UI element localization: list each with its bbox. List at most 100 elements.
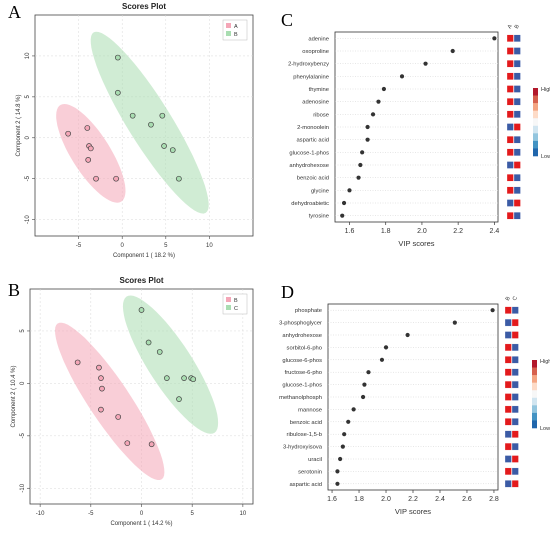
metabolite-label: aspartic acid (289, 482, 322, 488)
heatmap-cell (504, 405, 512, 414)
colorbar-segment (532, 382, 537, 391)
x-tick-label: 10 (240, 511, 247, 517)
colorbar-high-label: High (541, 87, 550, 93)
x-tick-label: -5 (88, 511, 94, 517)
colorbar-segment (532, 390, 537, 399)
data-point-b (99, 385, 105, 392)
heatmap-cell (513, 60, 521, 68)
panel-letter-a: A (8, 2, 21, 22)
heatmap-cell (506, 212, 514, 220)
panel-letter-c: C (281, 10, 294, 30)
heatmap-cell (511, 368, 519, 376)
data-point-c (145, 339, 152, 346)
legend-label: B (234, 298, 238, 304)
heatmap-cell (504, 480, 512, 488)
vip-point (340, 213, 345, 218)
colorbar-segment (533, 95, 538, 104)
x-tick-label: 1.8 (381, 228, 391, 235)
vip-point (351, 407, 356, 412)
heatmap-cell (504, 318, 512, 327)
metabolite-label: aspartic acid (296, 138, 329, 144)
heatmap-cell (511, 331, 519, 339)
colorbar-segment (532, 420, 537, 429)
data-point-a (85, 157, 92, 163)
colorbar-low-label: Low (541, 154, 550, 160)
data-point-c (163, 375, 170, 381)
chart-title: Scores Plot (119, 276, 163, 285)
data-point-b (161, 143, 167, 149)
heatmap-cell (511, 480, 519, 488)
vip-point (450, 48, 455, 54)
vip-point (346, 419, 351, 424)
data-point-b (74, 359, 81, 366)
heatmap-column-label: C (512, 296, 519, 302)
metabolite-label: fructose-6-pho (285, 370, 322, 376)
panel-letter-d: D (281, 282, 294, 302)
colorbar-segment (533, 118, 538, 127)
data-point-c (190, 376, 197, 383)
data-point-c (156, 349, 163, 355)
data-point-b (159, 112, 166, 119)
heatmap-cell (504, 393, 512, 401)
data-point-b (124, 440, 131, 447)
x-tick-label: 2.8 (489, 496, 499, 503)
metabolite-label: anhydrohexose (289, 163, 329, 169)
colorbar-segment (532, 375, 537, 383)
metabolite-label: ribose (313, 112, 329, 118)
confidence-ellipse-b (55, 322, 165, 480)
metabolite-label: phosphate (295, 308, 322, 314)
vip-point (358, 162, 363, 168)
vip-point (383, 345, 389, 350)
heatmap-cell (504, 368, 512, 376)
legend-label: C (234, 306, 238, 312)
metabolite-label: sorbitol-6-pho (287, 345, 322, 351)
heatmap-cell (511, 455, 519, 463)
y-tick-label: 10 (25, 52, 31, 59)
x-axis-label: VIP scores (398, 239, 434, 248)
heatmap-cell (513, 199, 521, 207)
heatmap-cell (504, 306, 512, 314)
legend-label: B (234, 32, 238, 38)
metabolite-label: glucose-1-phos (282, 383, 322, 389)
data-point-b (98, 375, 104, 381)
y-tick-label: 5 (20, 329, 26, 333)
colorbar-low-label: Low (540, 426, 550, 432)
vip-point (370, 112, 376, 117)
metabolite-label: 3-phosphoglycer (279, 321, 322, 327)
metabolite-label: glucose-6-phos (282, 358, 322, 364)
heatmap-cell (504, 430, 512, 438)
metabolite-label: uracil (308, 457, 322, 463)
metabolite-label: anhydrohexose (282, 333, 322, 339)
vip-point (340, 444, 345, 449)
heatmap-cell (513, 34, 521, 42)
legend-label: A (234, 24, 238, 30)
heatmap-cell (513, 98, 521, 106)
data-point-a (87, 145, 94, 152)
x-tick-label: -5 (76, 243, 82, 249)
heatmap-cell (513, 148, 521, 156)
data-point-b (115, 414, 122, 420)
heatmap-cell (513, 136, 521, 144)
vip-point (362, 382, 367, 387)
data-point-b (98, 406, 104, 413)
vip-point (399, 74, 405, 79)
legend-swatch (226, 297, 231, 302)
y-tick-label: 5 (25, 95, 31, 99)
heatmap-cell (511, 405, 519, 414)
vip-point (405, 332, 410, 338)
data-point-a (93, 175, 99, 182)
heatmap-cell (504, 455, 512, 463)
y-tick-label: -10 (25, 215, 31, 224)
vip-point (338, 456, 343, 462)
metabolite-label: dehydroabietic (291, 201, 329, 207)
x-axis-label: VIP scores (395, 507, 431, 516)
heatmap-cell (506, 136, 514, 144)
heatmap-cell (511, 343, 519, 352)
metabolite-label: thymine (309, 87, 329, 93)
heatmap-cell (511, 306, 519, 314)
vip-point (365, 137, 370, 142)
vip-point (365, 124, 370, 130)
vip-plot-c: adenine oxoproline 2-hydroxybenzy phenylala… (288, 24, 550, 248)
heatmap-cell (506, 174, 514, 182)
heatmap-cell (506, 161, 514, 169)
